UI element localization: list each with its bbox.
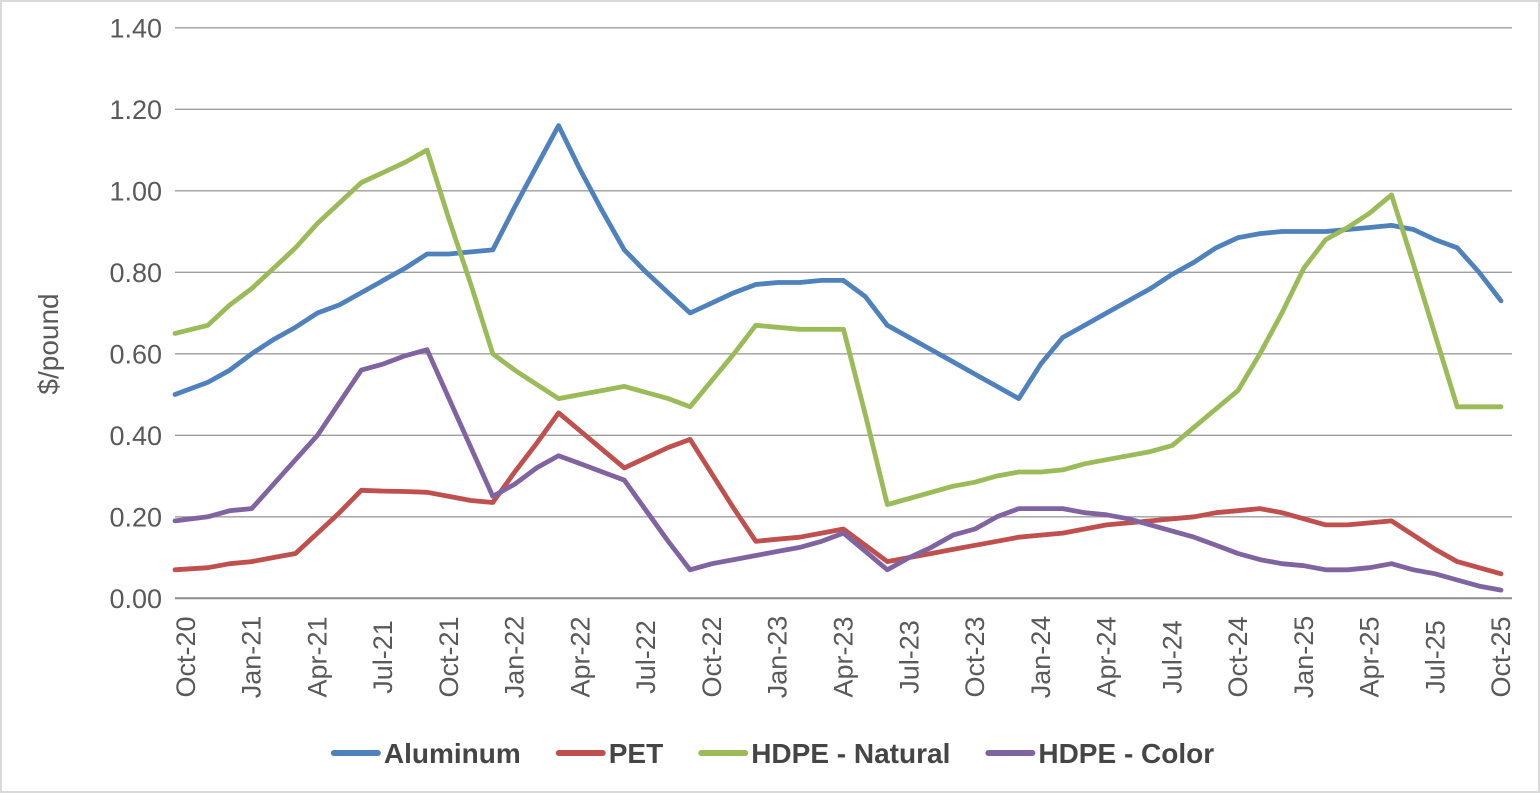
legend-label-pet: PET (609, 738, 663, 769)
series-line-aluminum (172, 123, 1504, 402)
x-tick-label: Jan-23 (763, 616, 793, 699)
y-tick-label: 0.00 (109, 584, 162, 614)
y-tick-label: 0.80 (109, 258, 162, 288)
x-tick-label: Jul-22 (631, 620, 661, 694)
legend-label-hdpe-natural: HDPE - Natural (751, 738, 950, 769)
x-tick-label: Oct-23 (960, 616, 990, 697)
x-tick-label: Jul-25 (1420, 620, 1450, 694)
x-tick-label: Apr-25 (1355, 616, 1385, 697)
series-line-pet (172, 410, 1504, 577)
y-tick-label: 1.00 (109, 176, 162, 206)
x-tick-label: Jul-21 (368, 620, 398, 694)
series-lines (172, 123, 1504, 593)
x-axis-tick-labels: Oct-20 Jan-21 Apr-21 Jul-21 Oct-21 Jan-22 Apr-… (171, 616, 1516, 699)
legend-item-aluminum: Aluminum (330, 738, 521, 769)
x-tick-label: Apr-22 (565, 616, 595, 697)
x-tick-label: Oct-25 (1486, 616, 1516, 697)
x-tick-label: Apr-21 (302, 616, 332, 697)
legend-label-hdpe-color: HDPE - Color (1038, 738, 1214, 769)
legend-label-aluminum: Aluminum (384, 738, 521, 769)
y-tick-label: 0.40 (109, 421, 162, 451)
y-tick-label: 0.20 (109, 502, 162, 532)
x-tick-label: Oct-20 (171, 616, 201, 697)
legend-item-hdpe-color: HDPE - Color (985, 738, 1214, 769)
x-tick-label: Apr-24 (1092, 616, 1122, 697)
x-tick-label: Oct-21 (434, 616, 464, 697)
x-tick-label: Jan-21 (237, 616, 267, 699)
x-tick-label: Jan-25 (1289, 616, 1319, 699)
legend-item-pet: PET (555, 738, 663, 769)
x-tick-label: Jul-23 (894, 620, 924, 694)
x-tick-label: Jul-24 (1157, 620, 1187, 694)
y-axis-tick-labels: 0.00 0.20 0.40 0.60 0.80 1.00 1.20 1.40 (109, 13, 162, 614)
series-line-hdpe-color (172, 347, 1504, 593)
x-tick-label: Jan-22 (500, 616, 530, 699)
legend: Aluminum PET HDPE - Natural HDPE - Color (330, 738, 1214, 769)
y-axis-title: $/pound (33, 293, 64, 394)
y-tick-label: 0.60 (109, 339, 162, 369)
series-line-hdpe-natural (172, 147, 1504, 508)
x-tick-label: Jan-24 (1026, 616, 1056, 699)
gridlines (175, 27, 1512, 600)
x-tick-label: Oct-24 (1223, 616, 1253, 697)
y-tick-label: 1.40 (109, 13, 162, 43)
legend-item-hdpe-natural: HDPE - Natural (698, 738, 950, 769)
x-tick-label: Apr-23 (829, 616, 859, 697)
y-tick-label: 1.20 (109, 95, 162, 125)
x-tick-label: Oct-22 (697, 616, 727, 697)
